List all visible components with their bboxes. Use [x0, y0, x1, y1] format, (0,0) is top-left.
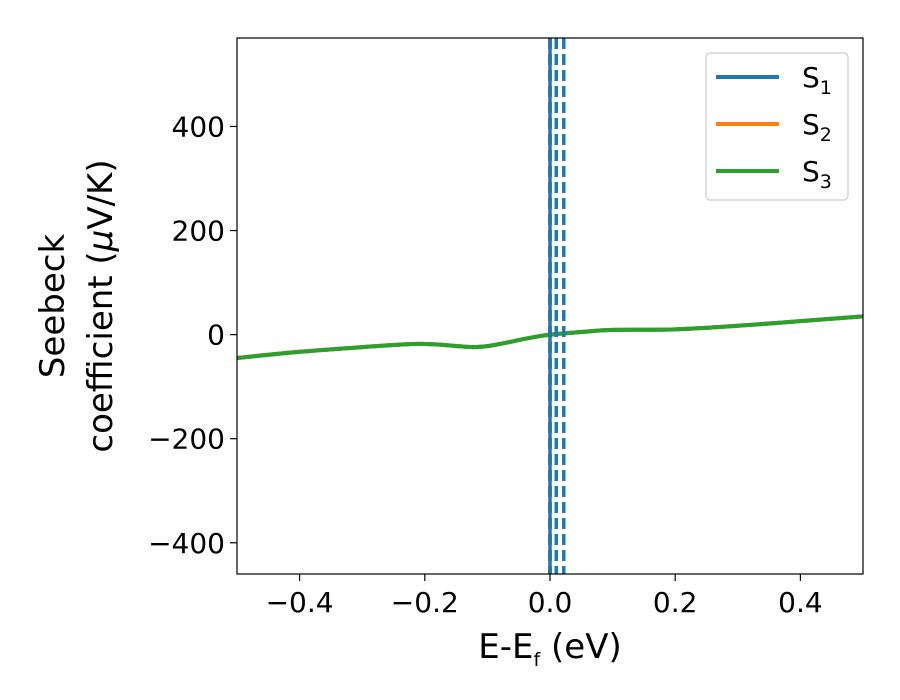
- y-tick-label: −400: [148, 527, 225, 560]
- series-line-s3: [237, 314, 863, 360]
- x-tick-label: 0.2: [653, 586, 698, 619]
- y-tick-label: 0: [207, 319, 225, 352]
- x-tick-label: 0.0: [528, 586, 573, 619]
- y-axis-label-line2: coefficient (μV/K): [81, 159, 121, 452]
- series-layer: [237, 314, 863, 360]
- y-tick-label: 200: [172, 215, 225, 248]
- x-tick-label: −0.2: [391, 586, 459, 619]
- y-ticks: −400 −200 0 200 400: [148, 110, 237, 560]
- legend-box: [705, 52, 849, 201]
- y-axis-label-line1: Seebeck: [33, 234, 73, 379]
- x-tick-label: −0.4: [266, 586, 334, 619]
- legend-label-3: S3: [802, 155, 832, 193]
- legend: S1 S2 S3: [705, 52, 849, 201]
- x-axis-label: E-Ef (eV): [478, 627, 621, 671]
- legend-label-2: S2: [802, 108, 832, 146]
- x-tick-label: 0.4: [778, 586, 823, 619]
- vertical-lines-layer: [548, 38, 566, 574]
- legend-label-1: S1: [802, 61, 832, 99]
- x-ticks: −0.4 −0.2 0.0 0.2 0.4: [266, 574, 823, 619]
- y-tick-label: 400: [172, 110, 225, 143]
- y-tick-label: −200: [148, 423, 225, 456]
